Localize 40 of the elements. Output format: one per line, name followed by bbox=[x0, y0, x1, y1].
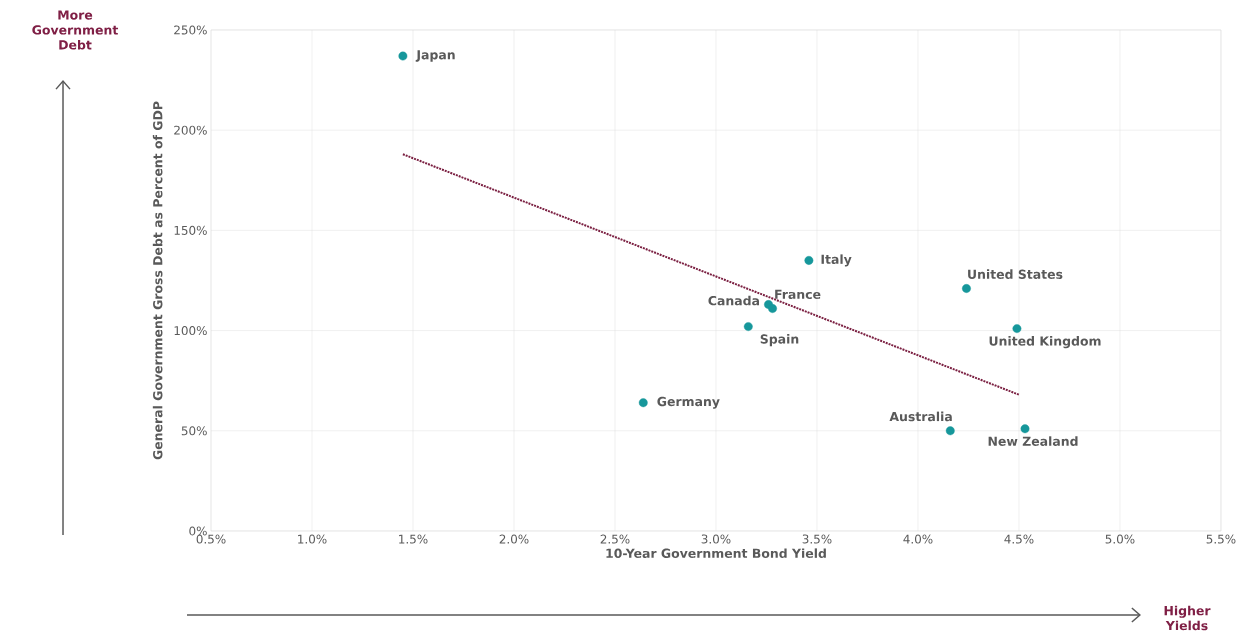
text: More Government Debt bbox=[32, 10, 119, 50]
series-label: Spain bbox=[760, 334, 799, 347]
series-label: Canada bbox=[708, 295, 759, 306]
x-tick-label: 1.0% bbox=[298, 534, 327, 544]
series-label: New Zealand bbox=[988, 436, 1078, 446]
point bbox=[638, 398, 648, 408]
series-label: Japan bbox=[415, 50, 455, 62]
point bbox=[1020, 424, 1030, 434]
x-tick-label: 1.5% bbox=[399, 534, 428, 544]
point bbox=[743, 322, 753, 331]
point bbox=[1012, 324, 1022, 333]
x-tick-label: 2.5% bbox=[600, 534, 630, 544]
point bbox=[962, 284, 971, 293]
y-tick-label: 0% bbox=[189, 526, 207, 536]
text: Higher Yields bbox=[1164, 605, 1211, 631]
x-tick-label: 2.0% bbox=[499, 534, 529, 544]
x-axis-title: 10-Year Government Bond Yield bbox=[606, 548, 826, 559]
y-tick-label: 100% bbox=[174, 326, 207, 336]
point bbox=[804, 256, 814, 265]
point bbox=[768, 304, 777, 313]
x-tick-label: 3.5% bbox=[802, 534, 832, 544]
y-tick-label: 250% bbox=[174, 25, 207, 35]
x-tick-label: 4.0% bbox=[903, 534, 933, 544]
x-tick-label: 4.5% bbox=[1004, 534, 1034, 544]
x-tick-label: 0.5% bbox=[196, 534, 226, 544]
series-label: United Kingdom bbox=[989, 336, 1101, 349]
series-label: Australia bbox=[889, 411, 952, 422]
series-label: Germany bbox=[657, 396, 720, 409]
y-axis-title: General Government Gross Debt as Percent of GDP bbox=[152, 101, 163, 460]
x-tick-label: 5.0% bbox=[1105, 534, 1135, 544]
y-tick-label: 150% bbox=[174, 225, 207, 235]
x-tick-label: 3.0% bbox=[701, 534, 731, 544]
series-label: France bbox=[775, 289, 821, 300]
x-tick-label: 5.5% bbox=[1206, 534, 1236, 544]
series-label: United States bbox=[968, 269, 1063, 279]
y-tick-label: 200% bbox=[174, 125, 207, 135]
point bbox=[945, 426, 955, 436]
y-tick-label: 50% bbox=[181, 426, 207, 436]
series-label: Italy bbox=[821, 254, 852, 267]
point bbox=[398, 51, 408, 61]
